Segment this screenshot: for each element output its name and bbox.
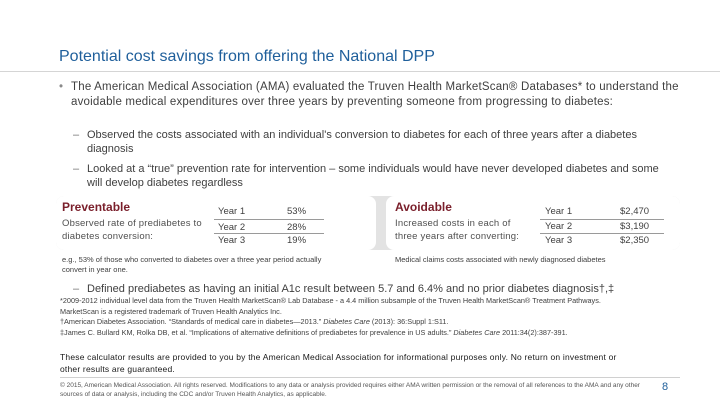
- bullet-marker: •: [59, 81, 64, 93]
- avoidable-year-2: Year 2: [545, 221, 573, 232]
- dash-marker: –: [73, 283, 80, 295]
- avoidable-value-1: $2,470: [620, 206, 650, 217]
- avoidable-card: [386, 196, 680, 250]
- sub-bullet-text: Observed the costs associated with an in…: [87, 129, 637, 155]
- avoidable-note: Medical claims costs associated with new…: [395, 255, 606, 264]
- reference-1: *2009-2012 individual level data from th…: [60, 296, 601, 305]
- avoidable-description: Increased costs in each of three years a…: [395, 218, 520, 242]
- avoidable-heading: Avoidable: [395, 200, 452, 214]
- sub-bullet-text: Looked at a “true” prevention rate for i…: [87, 163, 659, 189]
- footer-divider: [60, 377, 680, 378]
- avoidable-value-2: $3,190: [620, 221, 650, 232]
- preventable-year-1: Year 1: [218, 206, 246, 217]
- copyright-footer: © 2015, American Medical Association. Al…: [60, 382, 640, 398]
- sub-bullet-1: – Observed the costs associated with an …: [73, 128, 663, 156]
- preventable-description: Observed rate of prediabetes to diabetes…: [62, 218, 202, 242]
- avoidable-year-1: Year 1: [545, 206, 573, 217]
- reference-2: MarketScan is a registered trademark of …: [60, 306, 282, 316]
- preventable-year-2: Year 2: [218, 222, 246, 233]
- preventable-heading: Preventable: [62, 200, 131, 214]
- preventable-year-3: Year 3: [218, 235, 246, 246]
- table-divider: [214, 233, 324, 234]
- calculator-disclaimer: These calculator results are provided to…: [60, 352, 617, 374]
- dash-marker: –: [73, 163, 80, 175]
- preventable-note: e.g., 53% of those who converted to diab…: [62, 255, 322, 274]
- avoidable-value-3: $2,350: [620, 235, 650, 246]
- main-bullet-text: The American Medical Association (AMA) e…: [71, 81, 679, 108]
- avoidable-year-3: Year 3: [545, 235, 573, 246]
- page-number: 8: [662, 381, 669, 393]
- reference-4: ‡James C. Bullard KM, Rolka DB, et al. “…: [60, 327, 568, 337]
- sub-bullet-3: – Defined prediabetes as having an initi…: [73, 282, 663, 296]
- dash-marker: –: [73, 129, 80, 141]
- preventable-value-3: 19%: [287, 235, 307, 246]
- page-title: Potential cost savings from offering the…: [59, 48, 435, 65]
- sub-bullet-text: Defined prediabetes as having an initial…: [87, 283, 615, 295]
- header-divider: [0, 71, 720, 72]
- table-divider: [540, 233, 664, 234]
- reference-3: †American Diabetes Association. “Standar…: [60, 317, 449, 326]
- references: *2009-2012 individual level data from th…: [60, 296, 700, 338]
- table-divider: [540, 219, 664, 220]
- sub-bullet-2: – Looked at a “true” prevention rate for…: [73, 162, 663, 190]
- preventable-card: [56, 196, 376, 250]
- main-bullet: • The American Medical Association (AMA)…: [59, 80, 679, 109]
- preventable-value-2: 28%: [287, 222, 307, 233]
- preventable-value-1: 53%: [287, 206, 307, 217]
- table-divider: [214, 219, 324, 220]
